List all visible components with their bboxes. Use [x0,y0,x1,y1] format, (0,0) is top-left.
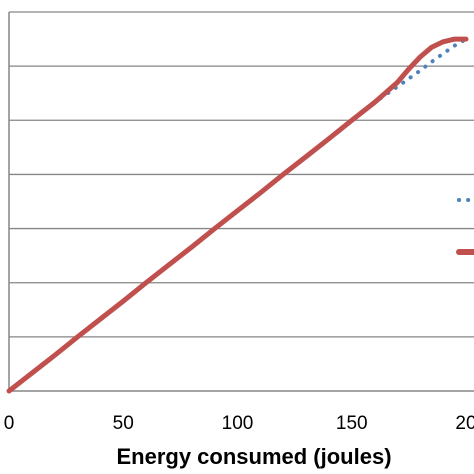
x-tick-label: 150 [336,413,368,434]
gridlines [9,11,474,338]
x-tick-label: 100 [222,413,254,434]
x-tick-label: 50 [113,413,134,434]
legend [456,198,474,255]
series-line-solid [6,36,469,394]
x-tick-label: 20 [455,413,474,434]
x-tick-labels: 0 50 100 150 20 [4,413,474,434]
x-axis-title: Energy consumed (joules) [116,444,391,469]
series-layer [6,36,469,394]
x-tick-label: 0 [4,413,15,434]
